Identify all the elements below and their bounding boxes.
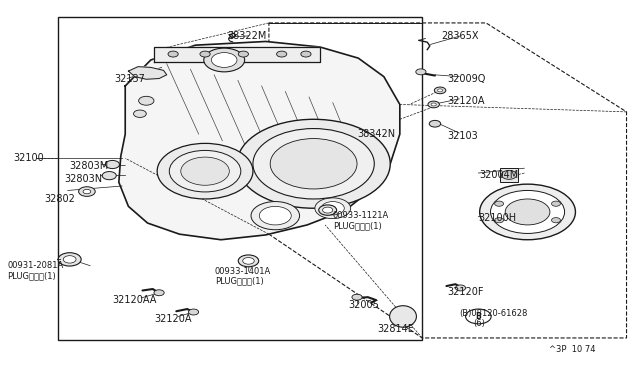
- Circle shape: [456, 285, 466, 291]
- Circle shape: [479, 184, 575, 240]
- Circle shape: [429, 121, 441, 127]
- Polygon shape: [129, 67, 167, 79]
- Text: 32004M: 32004M: [479, 170, 519, 180]
- Circle shape: [352, 294, 362, 300]
- Circle shape: [270, 138, 357, 189]
- Text: 32120A: 32120A: [154, 314, 191, 324]
- Circle shape: [495, 201, 504, 206]
- Text: 38342N: 38342N: [357, 129, 395, 139]
- Text: PLUGプラグ(1): PLUGプラグ(1): [333, 221, 381, 230]
- Polygon shape: [154, 47, 320, 62]
- Circle shape: [139, 96, 154, 105]
- Circle shape: [238, 255, 259, 267]
- Text: PLUGプラグ(1): PLUGプラグ(1): [7, 271, 56, 280]
- Bar: [500, 168, 518, 182]
- Text: B: B: [476, 312, 481, 321]
- Text: (B)08120-61628: (B)08120-61628: [460, 310, 527, 318]
- Text: 00933-1121A: 00933-1121A: [333, 211, 389, 220]
- Circle shape: [237, 119, 390, 208]
- Circle shape: [466, 309, 491, 324]
- Polygon shape: [119, 41, 400, 240]
- Circle shape: [505, 199, 550, 225]
- Text: 32814E: 32814E: [378, 324, 414, 334]
- Circle shape: [180, 157, 229, 185]
- Circle shape: [323, 207, 333, 213]
- Text: 32009Q: 32009Q: [448, 74, 486, 84]
- Circle shape: [253, 129, 374, 199]
- Circle shape: [134, 110, 147, 118]
- Text: 32803M: 32803M: [70, 161, 109, 171]
- Circle shape: [58, 253, 81, 266]
- Circle shape: [154, 290, 164, 296]
- Circle shape: [321, 202, 344, 215]
- Text: (6): (6): [473, 320, 485, 328]
- Circle shape: [170, 150, 241, 192]
- Circle shape: [495, 218, 504, 223]
- Circle shape: [552, 201, 561, 206]
- Circle shape: [431, 103, 436, 106]
- Text: 32120AA: 32120AA: [113, 295, 157, 305]
- Circle shape: [168, 51, 178, 57]
- Circle shape: [106, 160, 120, 169]
- Circle shape: [211, 52, 237, 67]
- Circle shape: [102, 171, 116, 180]
- Text: 32137: 32137: [115, 74, 145, 84]
- Text: 32120F: 32120F: [448, 286, 484, 296]
- Circle shape: [251, 202, 300, 230]
- Circle shape: [79, 187, 95, 196]
- Circle shape: [200, 51, 210, 57]
- Text: 32103: 32103: [448, 131, 479, 141]
- Circle shape: [301, 51, 311, 57]
- Text: 32120A: 32120A: [448, 96, 485, 106]
- Circle shape: [63, 256, 76, 263]
- Bar: [58, 17, 422, 340]
- Text: 32100: 32100: [13, 153, 44, 163]
- Circle shape: [435, 87, 446, 94]
- Circle shape: [259, 206, 291, 225]
- Text: 32803N: 32803N: [65, 174, 102, 184]
- Circle shape: [490, 190, 564, 234]
- Text: 38322M: 38322M: [227, 31, 267, 41]
- Circle shape: [204, 48, 244, 72]
- Text: 32100H: 32100H: [478, 212, 516, 222]
- Circle shape: [157, 143, 253, 199]
- Circle shape: [315, 198, 351, 219]
- Text: PLUGプラグ(1): PLUGプラグ(1): [214, 277, 264, 286]
- Text: ^3P  10 74: ^3P 10 74: [548, 344, 595, 353]
- Text: 32802: 32802: [44, 194, 75, 204]
- Circle shape: [188, 309, 198, 315]
- Circle shape: [428, 101, 440, 108]
- Circle shape: [501, 170, 516, 179]
- Circle shape: [319, 205, 337, 215]
- Text: 28365X: 28365X: [442, 31, 479, 41]
- Circle shape: [83, 189, 91, 194]
- Text: 00933-1401A: 00933-1401A: [214, 267, 271, 276]
- Text: 32005: 32005: [349, 300, 380, 310]
- Circle shape: [238, 51, 248, 57]
- Circle shape: [438, 89, 443, 92]
- Text: 00931-2081A: 00931-2081A: [7, 261, 63, 270]
- Ellipse shape: [390, 306, 417, 327]
- Circle shape: [552, 218, 561, 223]
- Circle shape: [243, 257, 254, 264]
- Circle shape: [416, 69, 426, 75]
- Circle shape: [276, 51, 287, 57]
